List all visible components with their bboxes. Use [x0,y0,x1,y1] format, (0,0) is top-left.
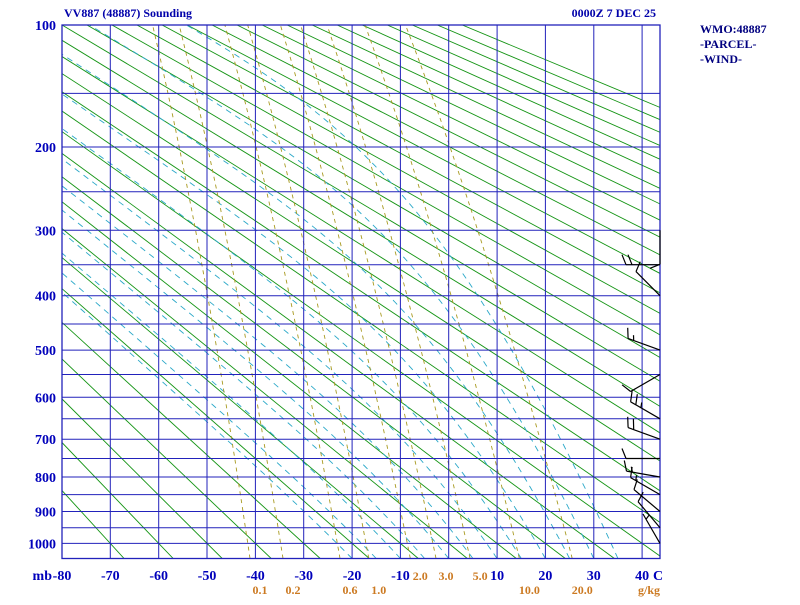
pressure-tick-label: 700 [35,433,56,448]
mixing-ratio-label: 10.0 [519,583,540,597]
pressure-tick-label: 400 [35,290,56,305]
mixing-ratio-label: 2.0 [413,569,428,583]
pressure-unit-label: mb [33,569,53,584]
temp-tick-label: 30 [587,569,601,584]
mixing-ratio-unit-label: g/kg [638,583,660,597]
mixing-ratio-label: 3.0 [439,569,454,583]
temp-tick-label: -80 [53,569,72,584]
axis-tick-labels: 100 200 300 400 500 600 700 800 900 1000 -80 -70 -60… [28,19,649,597]
mixing-ratio-label: 0.6 [343,583,358,597]
temp-tick-label: -20 [343,569,362,584]
dry-adiabats [62,25,660,559]
pressure-tick-label: 500 [35,344,56,359]
temp-tick-label: -10 [391,569,410,584]
mixing-ratio-label: 1.0 [371,583,386,597]
temp-tick-label: -50 [198,569,217,584]
pressure-tick-label: 100 [35,19,56,34]
temp-tick-label: 20 [538,569,552,584]
temp-tick-label: 40 [635,569,649,584]
temp-tick-label: -30 [294,569,313,584]
legend-wind: -WIND- [700,52,742,66]
temp-tick-label: -70 [101,569,120,584]
chart-title: VV887 (48887) Sounding [64,6,192,20]
pressure-tick-label: 200 [35,141,56,156]
mixing-ratio-label: 20.0 [572,583,593,597]
pressure-tick-label: 300 [35,224,56,239]
pressure-tick-label: 1000 [28,537,56,552]
temp-tick-label: -60 [149,569,168,584]
moist-adiabats [62,25,619,559]
temp-tick-label: -40 [246,569,265,584]
legend-wmo-id: WMO:48887 [700,22,767,36]
plot-border [61,24,661,560]
pressure-tick-label: 600 [35,391,56,406]
temp-tick-label: 10 [490,569,504,584]
temp-unit-label: C [653,569,663,584]
legend-parcel: -PARCEL- [700,37,756,51]
mixing-ratio-label: 0.2 [286,583,301,597]
pressure-tick-label: 800 [35,471,56,486]
chart-datetime: 0000Z 7 DEC 25 [572,6,656,20]
mixing-ratio-lines [152,25,573,559]
wind-barbs [621,230,661,544]
mixing-ratio-label: 0.1 [253,583,268,597]
pressure-tick-label: 900 [35,506,56,521]
mixing-ratio-label: 5.0 [473,569,488,583]
chart-line-families [61,24,660,559]
isotherm-grid [61,25,643,559]
wind-barb-column [621,230,661,544]
isobar-grid [62,24,660,559]
